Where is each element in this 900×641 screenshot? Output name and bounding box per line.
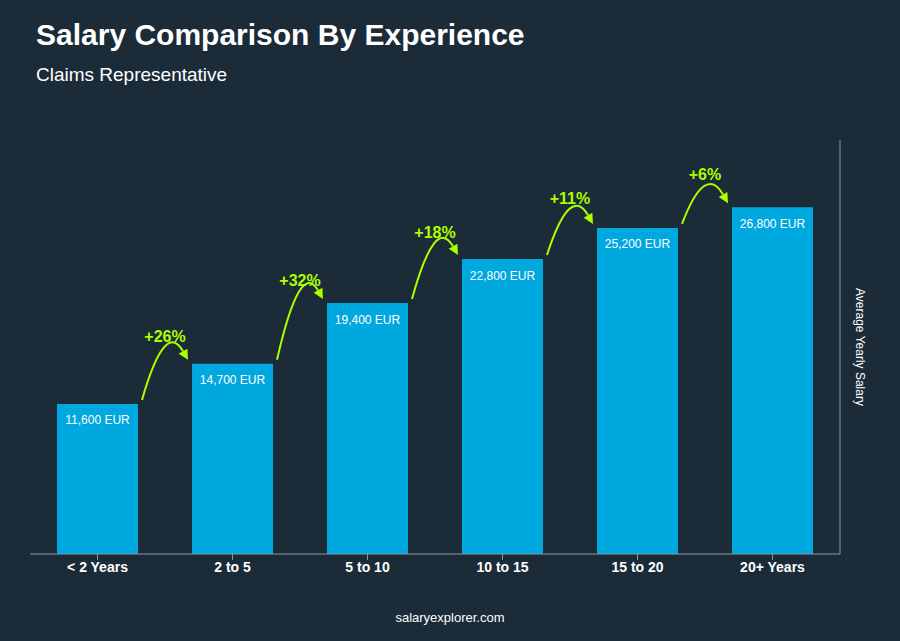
svg-text:< 2 Years: < 2 Years — [67, 559, 128, 575]
svg-text:11,600 EUR: 11,600 EUR — [65, 413, 130, 427]
svg-text:Average Yearly Salary: Average Yearly Salary — [853, 288, 867, 406]
svg-text:26,800 EUR: 26,800 EUR — [740, 217, 806, 231]
svg-text:+18%: +18% — [414, 224, 455, 241]
svg-text:+6%: +6% — [689, 166, 721, 183]
svg-text:10 to 15: 10 to 15 — [476, 559, 528, 575]
svg-text:20+ Years: 20+ Years — [740, 559, 805, 575]
html-text:Salary Comparison By Experienc: Salary Comparison By Experience — [36, 18, 525, 51]
svg-text:19,400 EUR: 19,400 EUR — [335, 313, 401, 327]
svg-text:+11%: +11% — [550, 190, 590, 207]
svg-text:15 to 20: 15 to 20 — [611, 559, 663, 575]
svg-text:2 to 5: 2 to 5 — [214, 559, 251, 575]
html-text:salaryexplorer.com: salaryexplorer.com — [395, 610, 505, 625]
svg-text:22,800 EUR: 22,800 EUR — [470, 269, 536, 283]
svg-text:14,700 EUR: 14,700 EUR — [200, 373, 266, 387]
svg-text:+32%: +32% — [279, 272, 320, 289]
svg-text:25,200 EUR: 25,200 EUR — [605, 237, 671, 251]
svg-text:+26%: +26% — [144, 328, 185, 345]
html-text:Claims Representative: Claims Representative — [36, 64, 228, 85]
svg-text:5 to 10: 5 to 10 — [345, 559, 390, 575]
